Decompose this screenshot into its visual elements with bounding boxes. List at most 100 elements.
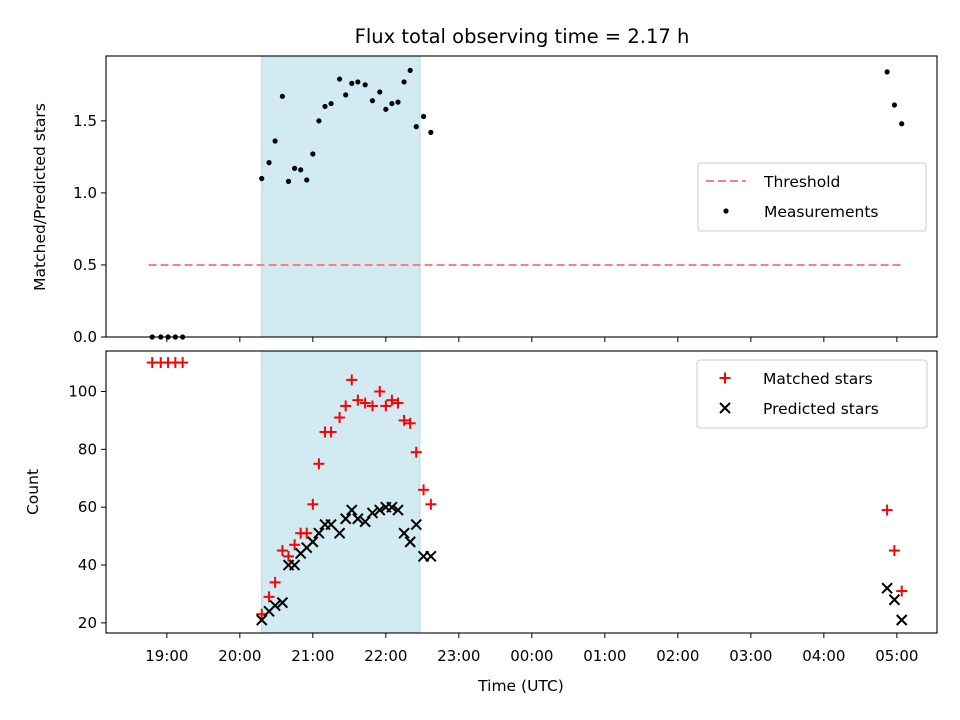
y-tick-label: 1.0 <box>73 184 97 202</box>
predicted-star-point <box>346 504 358 516</box>
measurement-point <box>343 92 349 98</box>
x-b <box>404 536 416 548</box>
x-tick-label: 00:00 <box>510 647 553 665</box>
measurement-point <box>272 138 278 144</box>
predicted-star-point <box>325 518 337 531</box>
predicted-star-point <box>333 527 346 539</box>
matched-star-point <box>301 527 313 539</box>
x-b <box>386 501 398 513</box>
x-tick-label: 03:00 <box>729 647 772 665</box>
measurement-point <box>266 160 272 166</box>
x-tick-label: 22:00 <box>364 647 407 665</box>
predicted-star-point <box>288 559 301 571</box>
predicted-star-point <box>366 507 379 519</box>
measurement-point <box>884 69 890 75</box>
measurement-point <box>279 93 286 99</box>
matched-star-point <box>410 446 422 458</box>
matched-star-point <box>334 412 346 424</box>
y-axis-label-ratio: Matched/Predicted stars <box>31 103 49 291</box>
x-tick-label: 04:00 <box>802 647 845 665</box>
x-b <box>288 559 301 571</box>
predicted-star-point <box>339 513 352 525</box>
measurement-point <box>428 129 434 135</box>
measurement-point <box>285 178 292 184</box>
predicted-star-point <box>425 550 437 563</box>
x-b <box>313 527 325 539</box>
matched-star-point <box>366 400 378 412</box>
matched-star-point <box>888 545 900 557</box>
legend-label: Matched stars <box>763 370 873 388</box>
predicted-star-point <box>888 594 901 606</box>
ratio-marks <box>148 67 905 340</box>
x-b <box>410 518 422 531</box>
predicted-star-point <box>352 513 364 525</box>
predicted-star-point <box>404 536 416 548</box>
measurement-point <box>349 80 355 86</box>
x-b <box>366 507 379 519</box>
y-tick-label: 0.0 <box>73 328 97 346</box>
matched-star-point <box>263 591 275 603</box>
x-tick-label: 02:00 <box>656 647 699 665</box>
measurement-point <box>899 121 905 127</box>
predicted-star-point <box>410 518 422 531</box>
matched-star-point <box>374 385 386 397</box>
matched-star-point <box>418 484 430 496</box>
x-tick-label: 21:00 <box>291 647 334 665</box>
observing-window-top <box>261 55 421 338</box>
predicted-star-point <box>313 527 325 539</box>
matched-star-point <box>269 576 281 588</box>
matched-star-point <box>313 458 325 470</box>
matched-star-point <box>425 498 437 510</box>
legend-count: Matched stars Predicted stars <box>696 359 928 429</box>
matched-star-point <box>896 585 908 597</box>
legend-ratio: Threshold Measurements <box>697 162 927 232</box>
x-tick-label: 23:00 <box>437 647 480 665</box>
predicted-star-point <box>374 504 386 516</box>
legend-key-measurement <box>723 208 729 214</box>
measurement-point <box>395 99 401 105</box>
y-tick-label: 100 <box>68 382 97 400</box>
x-b <box>269 599 281 612</box>
x-axis-label: Time (UTC) <box>477 677 564 695</box>
measurement-point <box>383 106 389 112</box>
measurement-point <box>304 177 310 183</box>
x-b <box>333 527 346 539</box>
x-b <box>276 596 289 609</box>
measurement-point <box>337 76 343 82</box>
measurement-point <box>413 124 419 130</box>
measurement-point <box>891 102 898 108</box>
measurement-point <box>369 98 376 104</box>
predicted-star-point <box>307 536 319 548</box>
x-ticks-ratio <box>166 337 898 342</box>
legend-key-x-b <box>719 402 731 414</box>
matched-star-point <box>380 400 392 412</box>
y-axis-label-count: Count <box>24 469 42 515</box>
x-b <box>346 504 358 516</box>
x-b <box>398 527 410 539</box>
measurement-point <box>362 82 368 88</box>
matched-star-point <box>359 397 371 409</box>
measurement-point <box>328 100 334 107</box>
x-b <box>881 582 893 594</box>
matched-star-point <box>276 545 288 557</box>
matched-star-point <box>283 550 295 562</box>
y-tick-label: 0.5 <box>73 256 97 274</box>
x-tick-label: 01:00 <box>583 647 626 665</box>
x-b <box>392 504 404 516</box>
legend-label: Predicted stars <box>763 400 879 418</box>
panel-ratio-frame <box>105 55 938 338</box>
matched-star-point <box>352 394 364 406</box>
matched-star-point <box>404 417 416 429</box>
matched-star-point <box>398 414 410 426</box>
matched-star-point <box>346 374 358 386</box>
x-axis-time: 19:00 20:00 21:00 22:00 23:00 00:00 01:00 02:00… <box>145 633 918 665</box>
x-b <box>896 614 908 626</box>
matched-star-point <box>307 498 319 510</box>
y-tick-label: 80 <box>78 440 97 458</box>
measurement-point <box>355 79 361 85</box>
measurement-point <box>322 103 328 110</box>
legend-label: Threshold <box>763 173 840 191</box>
y-tick-label: 20 <box>78 614 97 632</box>
measurement-point <box>259 175 265 182</box>
y-axis-count: 20 40 60 80 100 <box>68 382 106 632</box>
